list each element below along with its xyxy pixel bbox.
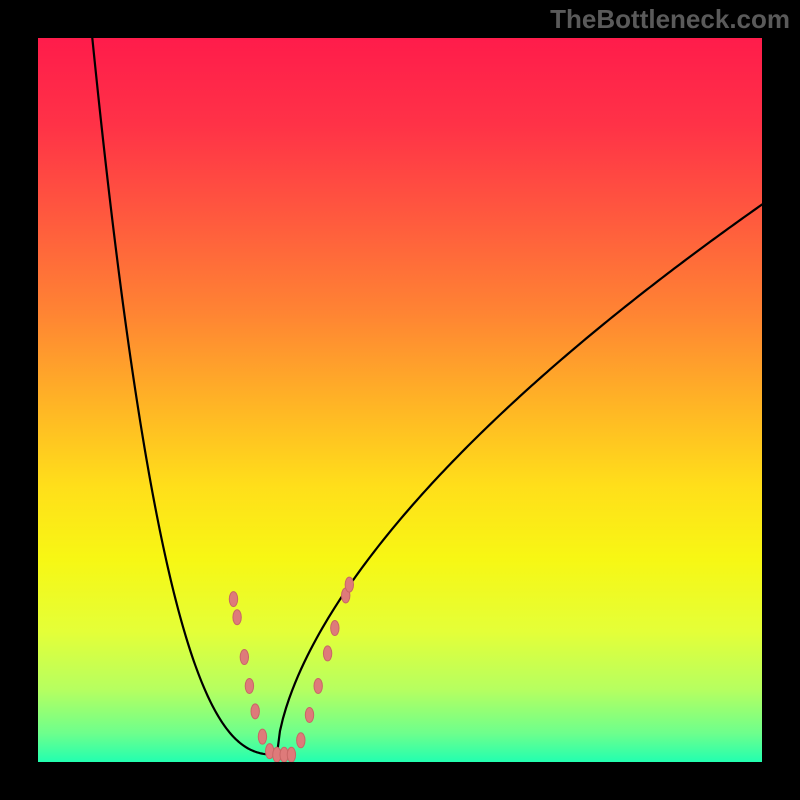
watermark-text: TheBottleneck.com [550, 4, 790, 35]
data-marker [251, 704, 259, 719]
bottleneck-chart [38, 38, 762, 762]
data-marker [240, 650, 248, 665]
data-marker [305, 707, 313, 722]
data-marker [314, 678, 322, 693]
data-marker [297, 733, 305, 748]
chart-frame: TheBottleneck.com [0, 0, 800, 800]
plot-area [38, 38, 762, 762]
data-marker [331, 621, 339, 636]
data-marker [345, 577, 353, 592]
data-marker [245, 678, 253, 693]
data-marker [229, 592, 237, 607]
data-marker [287, 747, 295, 762]
gradient-background [38, 38, 762, 762]
data-marker [233, 610, 241, 625]
data-marker [323, 646, 331, 661]
data-marker [258, 729, 266, 744]
